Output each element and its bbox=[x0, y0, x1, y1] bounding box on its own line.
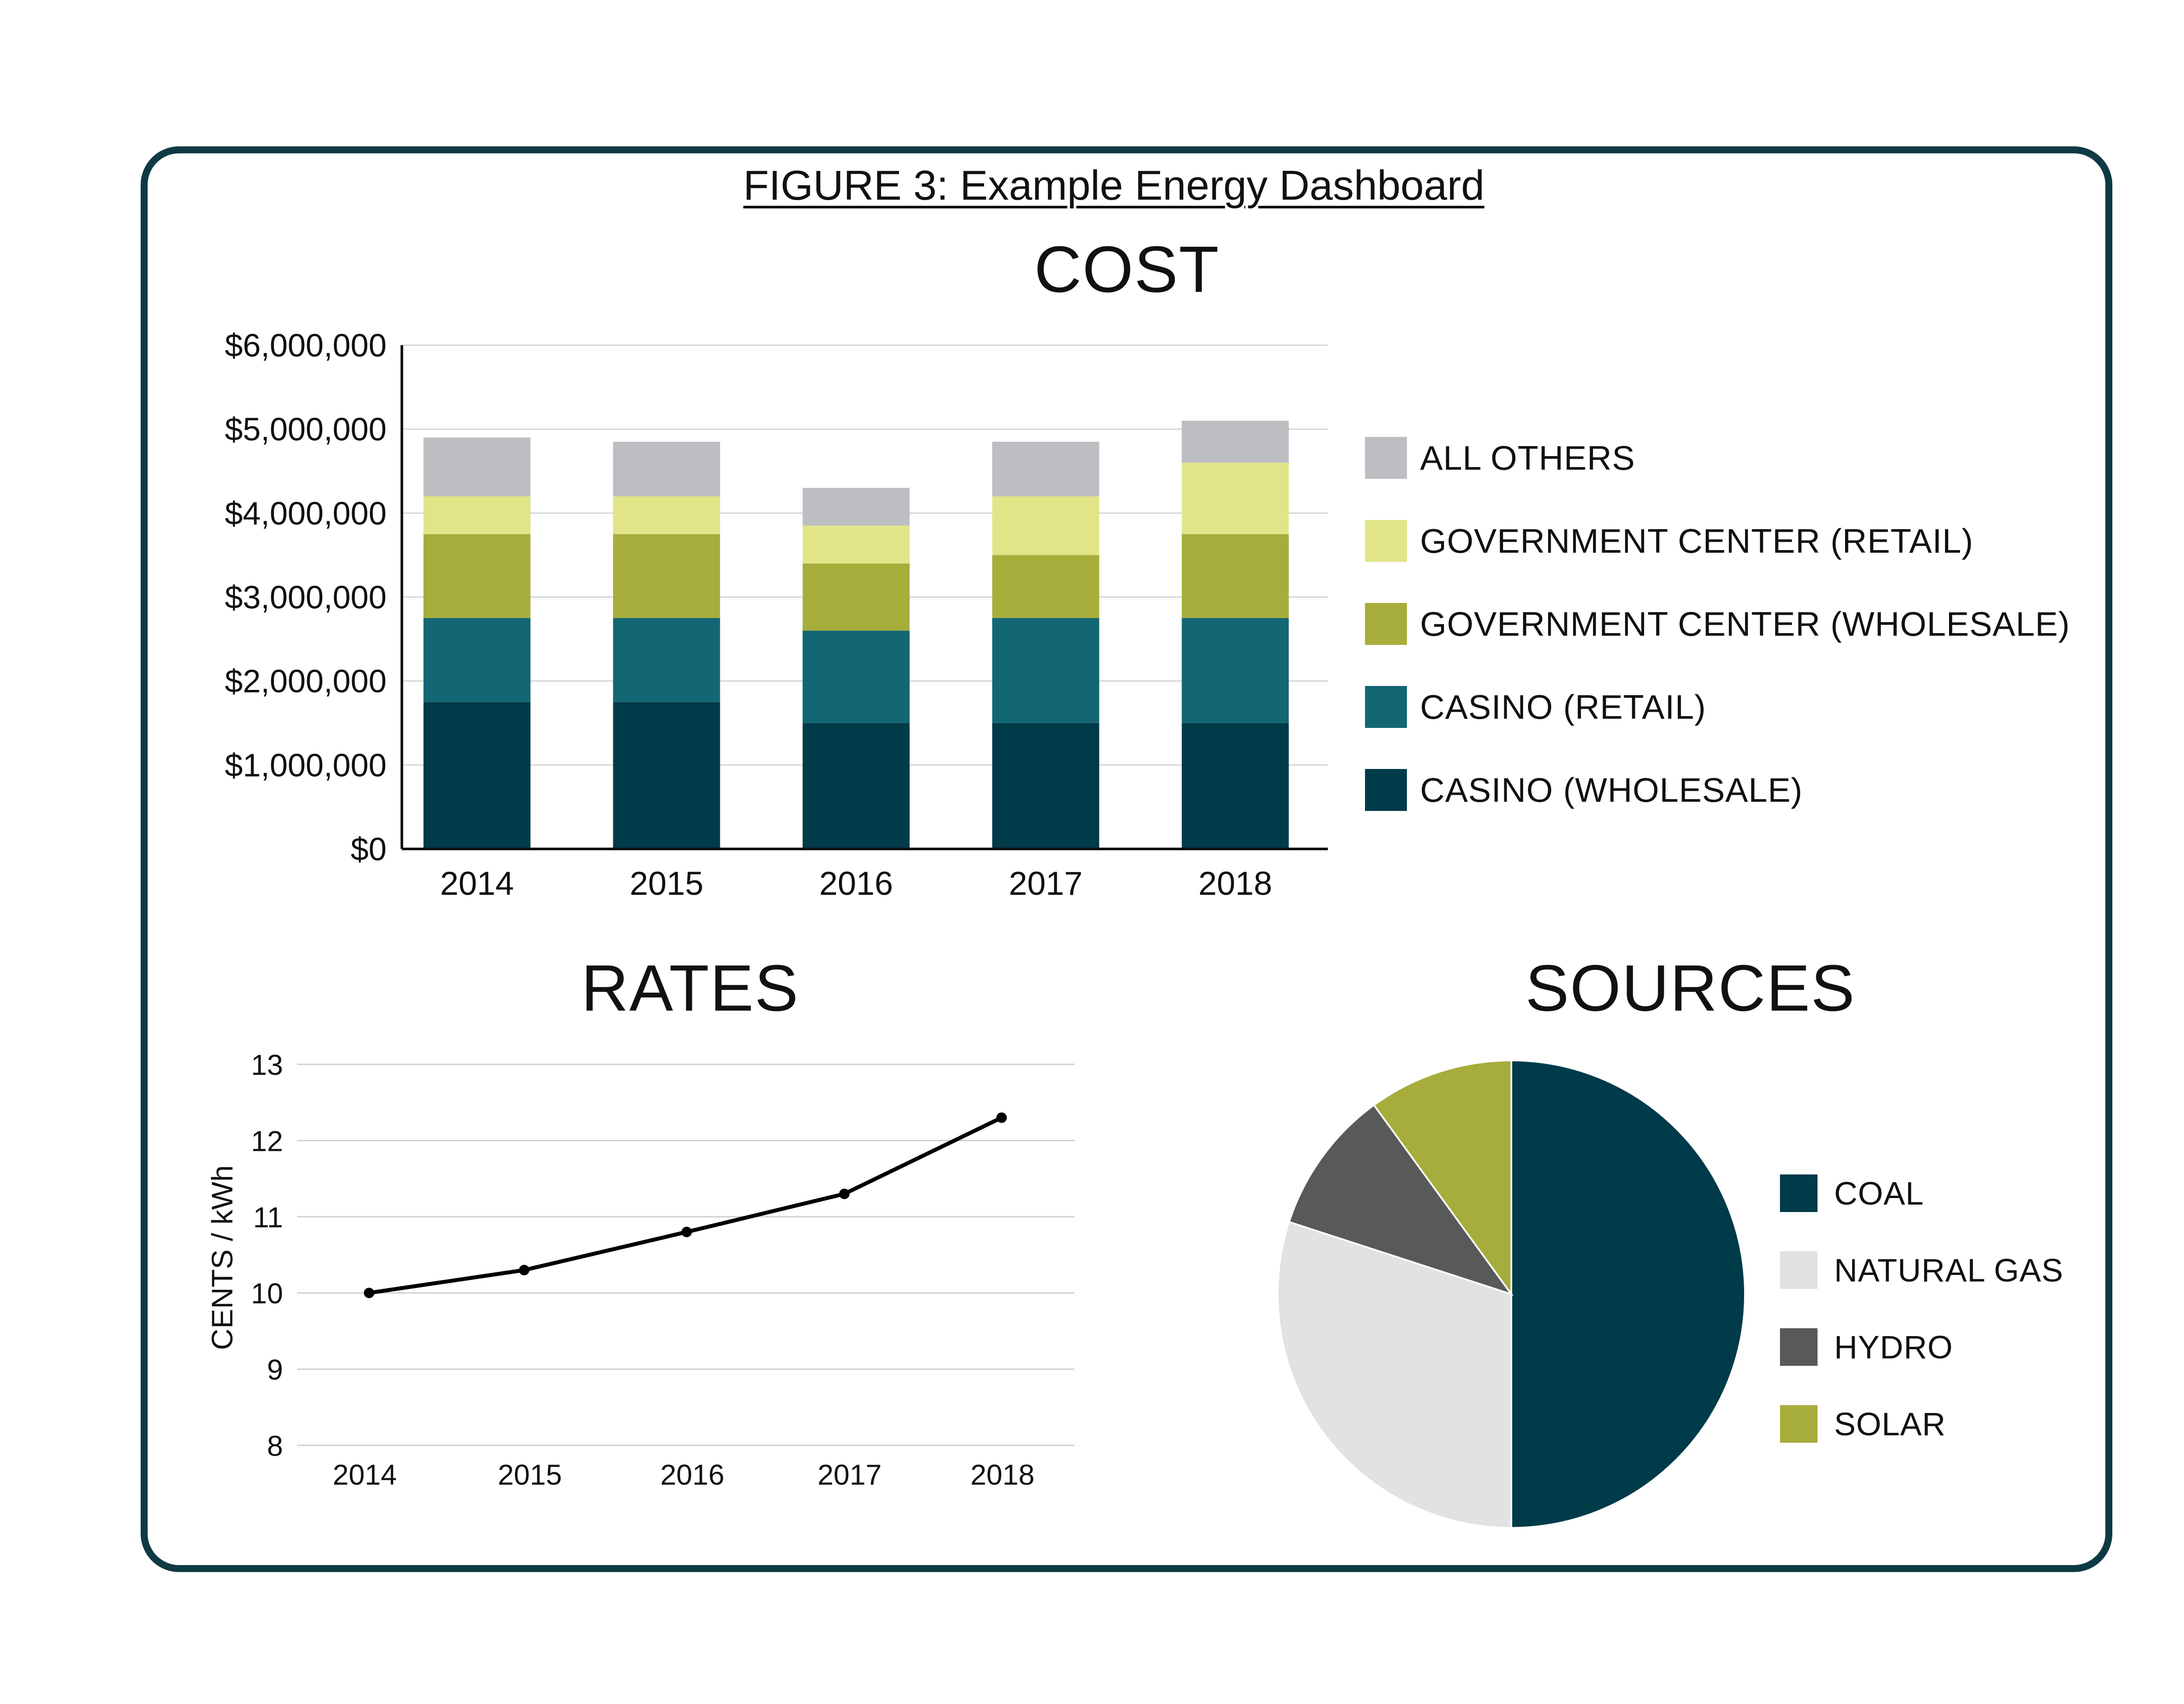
cost-legend-item: ALL OTHERS bbox=[1365, 437, 1635, 479]
cost-legend-swatch bbox=[1365, 437, 1407, 479]
cost-bar-segment bbox=[1182, 534, 1289, 618]
pie-slice bbox=[1510, 1059, 1746, 1529]
rates-point bbox=[519, 1264, 529, 1275]
cost-legend-swatch bbox=[1365, 769, 1407, 811]
cost-legend-label: CASINO (WHOLESALE) bbox=[1420, 770, 1803, 809]
cost-bar-segment bbox=[992, 723, 1099, 849]
cost-y-tick-label: $2,000,000 bbox=[225, 663, 387, 700]
cost-bar-segment bbox=[802, 630, 910, 723]
sources-legend-item: HYDRO bbox=[1780, 1328, 1953, 1366]
cost-x-tick-label: 2018 bbox=[1198, 865, 1272, 902]
cost-bar-segment bbox=[613, 441, 720, 496]
cost-legend-swatch bbox=[1365, 520, 1407, 562]
sources-legend-item: NATURAL GAS bbox=[1780, 1251, 2063, 1289]
cost-bar-segment bbox=[613, 496, 720, 534]
cost-legend-label: ALL OTHERS bbox=[1420, 438, 1635, 477]
pie-slice bbox=[1277, 1221, 1512, 1529]
cost-legend-label: CASINO (RETAIL) bbox=[1420, 687, 1706, 726]
rates-point bbox=[839, 1188, 850, 1199]
cost-legend-label: GOVERNMENT CENTER (RETAIL) bbox=[1420, 521, 1973, 560]
rates-y-tick-label: 10 bbox=[251, 1277, 283, 1309]
pie-slice bbox=[1288, 1104, 1514, 1296]
cost-y-tick-label: $5,000,000 bbox=[225, 411, 387, 447]
cost-bar-segment bbox=[613, 618, 720, 702]
cost-bar-segment bbox=[802, 488, 910, 526]
sources-legend-swatch bbox=[1780, 1405, 1818, 1443]
cost-bar-segment bbox=[1182, 618, 1289, 723]
cost-x-tick-label: 2015 bbox=[629, 865, 703, 902]
rates-x-tick-label: 2018 bbox=[971, 1458, 1035, 1491]
cost-bar-segment bbox=[423, 437, 531, 496]
cost-legend-item: GOVERNMENT CENTER (WHOLESALE) bbox=[1365, 603, 2070, 645]
rates-y-tick-label: 11 bbox=[253, 1201, 283, 1233]
sources-legend-swatch bbox=[1780, 1174, 1818, 1212]
sources-chart-title: SOURCES bbox=[1525, 951, 1856, 1025]
cost-y-tick-label: $6,000,000 bbox=[225, 327, 387, 364]
cost-bar-segment bbox=[423, 618, 531, 702]
sources-legend-swatch bbox=[1780, 1251, 1818, 1289]
cost-bar-segment bbox=[423, 496, 531, 534]
rates-y-tick-label: 13 bbox=[251, 1049, 283, 1081]
cost-bar-segment bbox=[802, 563, 910, 631]
rates-y-tick-label: 12 bbox=[251, 1125, 283, 1157]
rates-x-tick-label: 2016 bbox=[660, 1458, 725, 1491]
cost-legend-label: GOVERNMENT CENTER (WHOLESALE) bbox=[1420, 604, 2070, 643]
cost-bar-segment bbox=[1182, 463, 1289, 534]
sources-legend-label: NATURAL GAS bbox=[1834, 1252, 2063, 1288]
rates-x-tick-label: 2014 bbox=[333, 1458, 397, 1491]
sources-legend-label: SOLAR bbox=[1834, 1406, 1946, 1442]
dashboard-frame bbox=[141, 146, 2112, 1572]
rates-point bbox=[681, 1226, 692, 1237]
rates-line bbox=[369, 1116, 1002, 1295]
cost-bar-segment bbox=[802, 723, 910, 849]
cost-bar-segment bbox=[992, 496, 1099, 555]
rates-x-tick-label: 2015 bbox=[498, 1458, 562, 1491]
cost-legend-item: CASINO (WHOLESALE) bbox=[1365, 769, 1803, 811]
sources-legend-label: COAL bbox=[1834, 1175, 1924, 1212]
rates-point bbox=[364, 1288, 374, 1299]
cost-bar-segment bbox=[802, 526, 910, 564]
cost-bar-segment bbox=[613, 534, 720, 618]
figure-title: FIGURE 3: Example Energy Dashboard bbox=[743, 162, 1485, 209]
cost-y-tick-label: $1,000,000 bbox=[225, 747, 387, 783]
cost-bar-segment bbox=[423, 534, 531, 618]
cost-x-tick-label: 2014 bbox=[440, 865, 514, 902]
cost-y-tick-label: $0 bbox=[351, 831, 387, 867]
sources-legend-swatch bbox=[1780, 1328, 1818, 1366]
cost-bar-segment bbox=[992, 441, 1099, 496]
pie-slice bbox=[1372, 1059, 1512, 1297]
cost-x-tick-label: 2017 bbox=[1009, 865, 1082, 902]
rates-x-tick-label: 2017 bbox=[818, 1458, 882, 1491]
cost-legend-item: CASINO (RETAIL) bbox=[1365, 686, 1706, 728]
cost-legend-swatch bbox=[1365, 686, 1407, 728]
rates-chart-title: RATES bbox=[581, 951, 799, 1025]
sources-legend-item: SOLAR bbox=[1780, 1405, 1946, 1443]
cost-y-tick-label: $4,000,000 bbox=[225, 495, 387, 531]
cost-bar-segment bbox=[1182, 420, 1289, 463]
cost-bar-segment bbox=[992, 618, 1099, 723]
cost-y-tick-label: $3,000,000 bbox=[225, 579, 387, 616]
cost-x-tick-label: 2016 bbox=[819, 865, 893, 902]
cost-legend-swatch bbox=[1365, 603, 1407, 645]
rates-y-tick-label: 8 bbox=[267, 1430, 283, 1462]
rates-point bbox=[996, 1112, 1007, 1123]
cost-bar-segment bbox=[613, 702, 720, 849]
sources-legend-item: COAL bbox=[1780, 1174, 1924, 1212]
cost-bar-segment bbox=[423, 702, 531, 849]
cost-chart-title: COST bbox=[1034, 232, 1220, 306]
rates-y-tick-label: 9 bbox=[267, 1354, 283, 1386]
cost-bar-segment bbox=[1182, 723, 1289, 849]
sources-legend-label: HYDRO bbox=[1834, 1329, 1953, 1365]
cost-legend-item: GOVERNMENT CENTER (RETAIL) bbox=[1365, 520, 1973, 562]
cost-bar-segment bbox=[992, 555, 1099, 618]
